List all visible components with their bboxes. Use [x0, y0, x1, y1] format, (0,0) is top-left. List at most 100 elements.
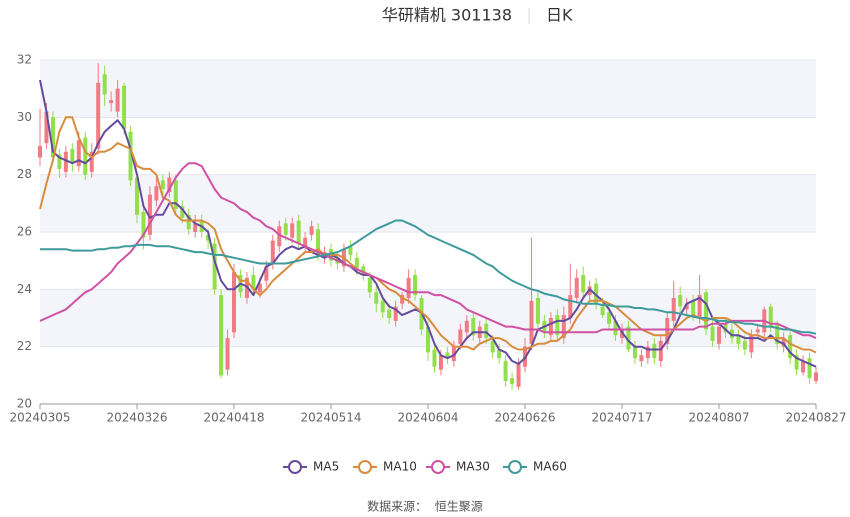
candle-body [561, 315, 566, 339]
candle-body [781, 338, 786, 347]
candle-body [193, 223, 198, 232]
ma-line [39, 79, 817, 368]
candle-body [658, 340, 663, 361]
candle-body [400, 295, 405, 304]
candle-body [96, 82, 101, 149]
candle-body [426, 326, 430, 353]
candle-body [380, 300, 385, 313]
candle-body [665, 318, 670, 344]
legend-marker [431, 460, 445, 474]
candle-body [186, 214, 191, 230]
candle-body [115, 88, 120, 112]
x-tick-label: 20240604 [397, 411, 458, 425]
x-tick-label: 20240626 [494, 411, 555, 425]
candle-body [445, 352, 450, 359]
candle-body [503, 361, 508, 382]
y-tick-label: 22 [17, 339, 32, 353]
x-tick-label: 20240827 [785, 411, 846, 425]
candle-body [154, 186, 159, 201]
candle-body [128, 131, 133, 181]
chart-title: 华研精机 301138 [382, 6, 512, 25]
candle-body [607, 312, 612, 324]
candle-body [432, 349, 437, 367]
candle-body [594, 283, 599, 304]
candle-body [316, 229, 321, 255]
x-tick-label: 20240418 [203, 411, 264, 425]
candle-body [710, 326, 715, 341]
candle-body [471, 318, 476, 336]
candle-body [775, 323, 780, 344]
candle-body [167, 177, 172, 192]
candle-body [232, 272, 236, 333]
candle-body [510, 378, 515, 384]
x-tick-label: 20240807 [688, 411, 749, 425]
candle-body [180, 206, 185, 218]
candle-body [626, 326, 631, 350]
candle-body [652, 343, 657, 359]
candle-body [50, 117, 55, 158]
candle-body [814, 372, 818, 382]
candle-body [723, 323, 728, 333]
y-tick-label: 32 [17, 53, 32, 67]
candle-body [264, 266, 269, 281]
candle-body [57, 154, 62, 169]
candle-body [290, 223, 295, 238]
candle-body [219, 295, 224, 376]
y-tick-label: 26 [17, 225, 32, 239]
candle-body [632, 346, 637, 359]
candle-body [348, 246, 353, 255]
candle-body [736, 335, 741, 344]
candle-body [367, 277, 372, 293]
candle-body [212, 243, 217, 290]
candle-body [393, 306, 398, 321]
candle-body [406, 277, 411, 298]
candle-body [555, 315, 560, 336]
candle-body [283, 223, 288, 235]
candle-body [277, 226, 282, 247]
candle-body [89, 151, 94, 172]
candle-body [497, 349, 502, 359]
candle-body [438, 355, 443, 370]
candle-body [141, 211, 146, 238]
candle-body [639, 355, 644, 361]
x-tick-label: 20240305 [9, 411, 70, 425]
candle-body [109, 100, 114, 103]
candle-body [788, 335, 793, 359]
legend-label: MA5 [313, 460, 339, 474]
candle-body [768, 306, 773, 327]
candle-body [645, 346, 650, 359]
candle-body [303, 237, 308, 247]
candle-body [684, 303, 689, 310]
candle-body [755, 329, 760, 333]
y-tick-label: 24 [17, 282, 32, 296]
candle-body [70, 148, 75, 164]
legend-marker [358, 460, 372, 474]
candle-body [361, 266, 366, 275]
candle-body [44, 111, 49, 144]
legend-label: MA30 [456, 460, 490, 474]
candle-body [678, 295, 683, 307]
y-tick-label: 30 [17, 110, 32, 124]
candle-body [807, 358, 812, 379]
candle-body [574, 277, 579, 298]
candle-body [251, 275, 256, 290]
candle-body [581, 275, 586, 293]
candle-body [704, 292, 709, 330]
candle-body [671, 297, 676, 321]
candle-body [697, 295, 702, 318]
candle-body [548, 318, 553, 336]
ma-line [40, 219, 817, 335]
candle-body [147, 194, 152, 235]
candle-body [801, 361, 806, 373]
x-tick-label: 20240717 [591, 411, 652, 425]
candle-body [160, 180, 165, 189]
candle-body [63, 151, 68, 172]
split-area [40, 60, 816, 118]
candle-body [270, 240, 275, 264]
candle-body [729, 329, 734, 339]
x-tick-label: 20240514 [300, 411, 361, 425]
candle-body [600, 306, 605, 316]
candle-body [691, 300, 696, 316]
candle-body [516, 363, 521, 387]
